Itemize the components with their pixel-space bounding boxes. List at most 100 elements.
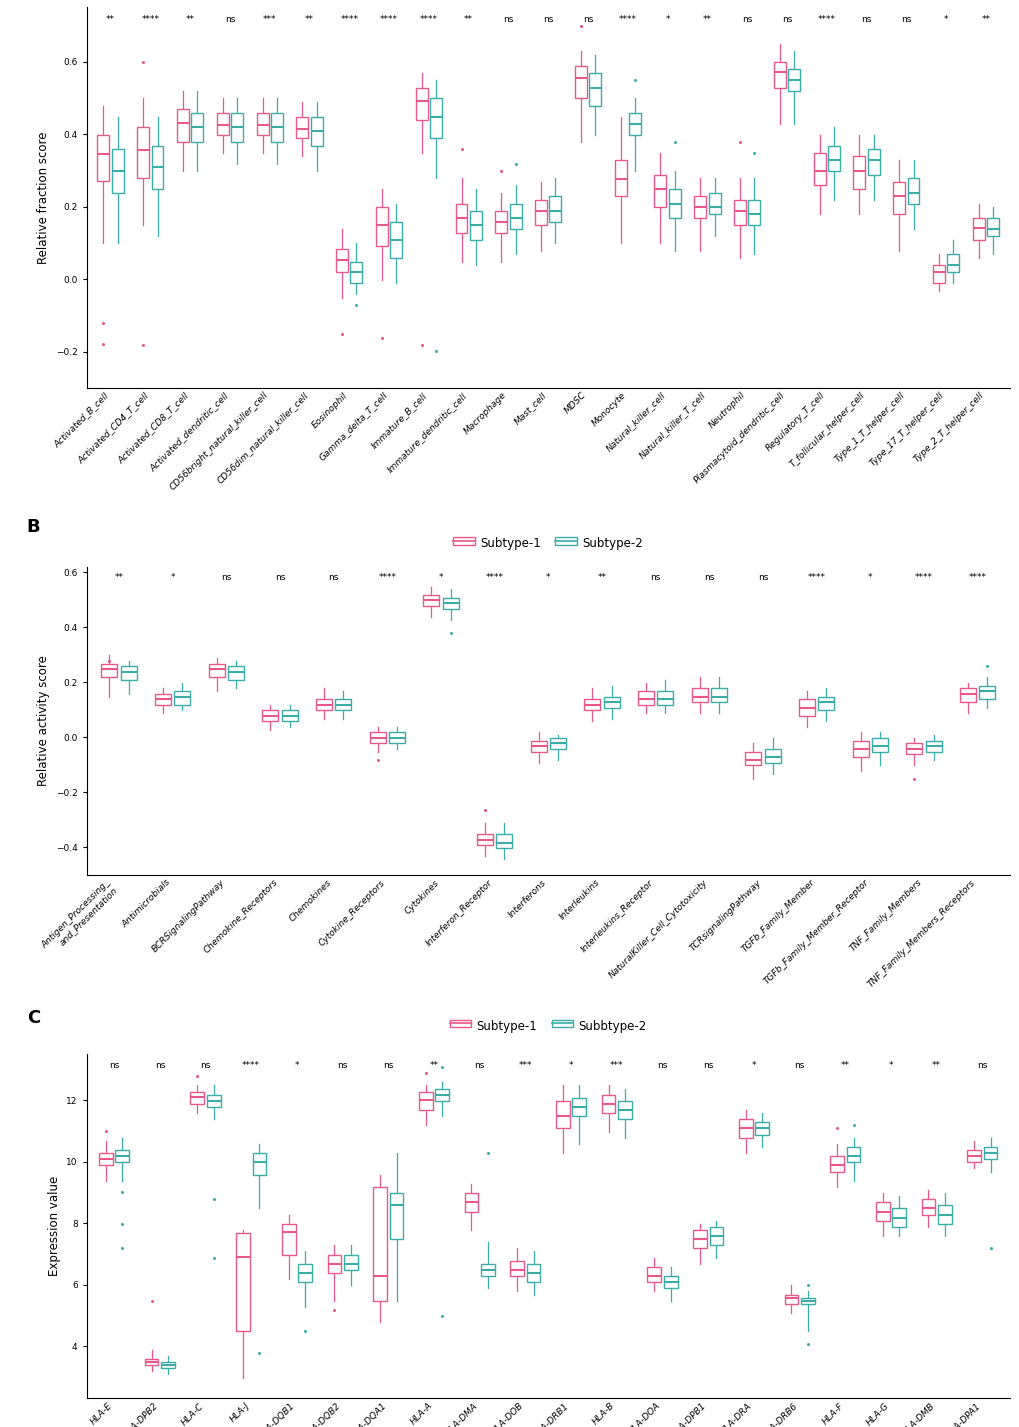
- Bar: [535, 200, 546, 225]
- Bar: [281, 711, 298, 722]
- Text: **: **: [464, 14, 473, 24]
- Y-axis label: Relative activity score: Relative activity score: [38, 655, 50, 786]
- Bar: [549, 197, 560, 221]
- Bar: [510, 1260, 524, 1276]
- Bar: [572, 1097, 586, 1116]
- Bar: [875, 1203, 889, 1220]
- Text: ns: ns: [794, 1060, 804, 1070]
- Text: *: *: [888, 1060, 893, 1070]
- Bar: [477, 835, 492, 845]
- Bar: [907, 178, 918, 204]
- Bar: [846, 1147, 859, 1163]
- Bar: [986, 218, 998, 237]
- Bar: [311, 117, 322, 146]
- Bar: [867, 150, 878, 174]
- Bar: [589, 73, 600, 106]
- Text: ****: ****: [914, 574, 932, 582]
- Y-axis label: Relative fraction score: Relative fraction score: [38, 131, 50, 264]
- Bar: [905, 743, 921, 755]
- Text: **: **: [305, 14, 314, 24]
- Text: ****: ****: [817, 14, 835, 24]
- Text: **: **: [114, 574, 123, 582]
- Bar: [893, 181, 904, 214]
- Text: ns: ns: [502, 14, 514, 24]
- Bar: [764, 749, 780, 763]
- Bar: [390, 221, 401, 258]
- Bar: [115, 1150, 129, 1163]
- Bar: [871, 738, 888, 752]
- Text: ns: ns: [741, 14, 752, 24]
- Text: ****: ****: [619, 14, 636, 24]
- Text: ns: ns: [860, 14, 871, 24]
- Y-axis label: Expression value: Expression value: [48, 1176, 60, 1276]
- Bar: [281, 1224, 296, 1254]
- Text: ns: ns: [656, 1060, 667, 1070]
- Text: ns: ns: [702, 1060, 712, 1070]
- Bar: [327, 1254, 341, 1273]
- Bar: [813, 153, 824, 186]
- Bar: [376, 207, 387, 247]
- Text: ns: ns: [224, 14, 235, 24]
- Text: ****: ****: [968, 574, 985, 582]
- Text: ****: ****: [378, 574, 395, 582]
- Bar: [601, 1095, 614, 1113]
- Bar: [663, 1276, 677, 1289]
- Text: *: *: [867, 574, 871, 582]
- Bar: [932, 265, 944, 284]
- Text: ns: ns: [542, 14, 553, 24]
- Bar: [656, 691, 673, 705]
- Bar: [227, 666, 244, 681]
- Text: ****: ****: [242, 1060, 260, 1070]
- Bar: [788, 70, 799, 91]
- Bar: [155, 694, 171, 705]
- Bar: [510, 204, 521, 228]
- Bar: [629, 113, 640, 134]
- Text: *: *: [545, 574, 550, 582]
- Bar: [423, 595, 439, 606]
- Bar: [419, 1092, 432, 1110]
- Bar: [852, 741, 868, 758]
- Text: B: B: [26, 518, 41, 535]
- Text: *: *: [569, 1060, 573, 1070]
- Bar: [271, 113, 282, 143]
- Text: ****: ****: [142, 14, 159, 24]
- Text: ns: ns: [474, 1060, 484, 1070]
- Bar: [784, 1294, 798, 1304]
- Bar: [152, 146, 163, 190]
- Text: *: *: [943, 14, 948, 24]
- Bar: [710, 688, 727, 702]
- Bar: [192, 113, 203, 143]
- Bar: [798, 699, 814, 716]
- Text: ****: ****: [380, 14, 397, 24]
- Bar: [853, 157, 864, 190]
- Bar: [495, 835, 512, 848]
- Bar: [748, 200, 759, 225]
- Text: ns: ns: [781, 14, 792, 24]
- Text: *: *: [438, 574, 442, 582]
- Bar: [236, 1233, 250, 1331]
- Bar: [709, 1227, 722, 1246]
- Bar: [442, 598, 459, 609]
- Legend: Subtype-1, Subtype-2: Subtype-1, Subtype-2: [448, 532, 647, 555]
- Bar: [924, 741, 941, 752]
- Text: ns: ns: [328, 574, 338, 582]
- Bar: [773, 63, 785, 87]
- Bar: [369, 732, 385, 743]
- Text: ns: ns: [274, 574, 285, 582]
- Bar: [647, 1267, 660, 1283]
- Bar: [654, 174, 665, 207]
- Bar: [297, 117, 308, 138]
- Bar: [982, 1147, 997, 1159]
- Bar: [253, 1153, 266, 1174]
- Bar: [335, 699, 351, 711]
- Text: ns: ns: [900, 14, 911, 24]
- Text: ns: ns: [109, 1060, 119, 1070]
- Bar: [316, 699, 331, 711]
- Bar: [191, 1092, 204, 1104]
- Text: ****: ****: [485, 574, 503, 582]
- Text: ns: ns: [200, 1060, 211, 1070]
- Bar: [921, 1199, 934, 1214]
- Bar: [555, 1100, 570, 1129]
- Bar: [208, 664, 224, 678]
- Bar: [207, 1095, 220, 1107]
